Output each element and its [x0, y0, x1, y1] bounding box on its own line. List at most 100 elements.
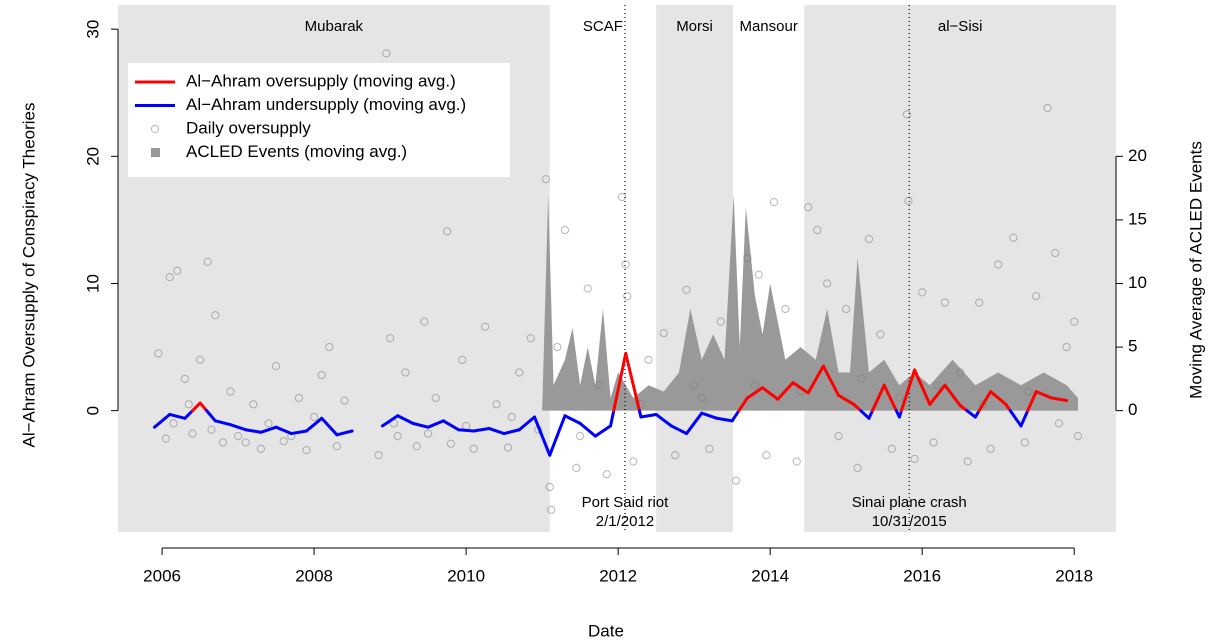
point: [180, 374, 189, 383]
point: [823, 279, 832, 288]
line-segment: [776, 381, 795, 401]
point: [211, 311, 220, 320]
line-segment: [457, 428, 476, 433]
point: [271, 362, 281, 371]
point: [382, 49, 391, 58]
point: [940, 298, 950, 307]
y2-axis-label: Moving Average of ACLED Events: [1186, 141, 1205, 399]
point: [804, 203, 813, 212]
y-tick-label: 30: [83, 20, 102, 39]
point: [895, 393, 904, 403]
y2-tick-label: 5: [1128, 337, 1137, 356]
point: [169, 419, 178, 428]
point: [218, 438, 227, 447]
line-segment: [612, 351, 628, 413]
point: [602, 470, 611, 479]
point: [918, 288, 927, 297]
point: [526, 334, 535, 343]
point: [1043, 103, 1052, 113]
line-segment: [669, 424, 689, 436]
x-tick-label: 2006: [143, 566, 181, 585]
point: [325, 342, 334, 352]
legend: Al−Ahram oversupply (moving avg.) Al−Ahra…: [128, 63, 510, 177]
point: [481, 322, 490, 331]
event-label: Sinai plane crash: [852, 494, 967, 511]
point: [165, 273, 174, 282]
line-segment: [190, 401, 202, 413]
line-segment: [715, 416, 734, 423]
point: [249, 400, 258, 409]
line-segment: [882, 383, 898, 413]
point: [1062, 342, 1071, 352]
line-segment: [289, 429, 309, 436]
line-segment: [335, 429, 354, 437]
point: [207, 425, 216, 434]
area: [542, 194, 1078, 411]
line-segment: [396, 414, 415, 425]
point: [264, 419, 273, 428]
point: [446, 439, 456, 448]
point: [195, 355, 205, 364]
line-segment: [411, 421, 430, 429]
point: [975, 298, 984, 307]
event-label: Port Said riot: [582, 494, 670, 511]
line-segment: [487, 426, 506, 436]
point: [876, 330, 885, 339]
x-tick-label: 2018: [1055, 566, 1093, 585]
event-label: 10/31/2015: [872, 513, 947, 530]
point: [507, 412, 516, 422]
line-segment: [624, 351, 641, 413]
line-segment: [965, 409, 977, 419]
point: [241, 438, 250, 447]
line-segment: [928, 383, 947, 406]
point: [256, 444, 265, 453]
line-segment: [685, 411, 704, 436]
y-tick-label: 0: [83, 406, 102, 415]
point: [492, 400, 501, 409]
x-tick-label: 2016: [903, 566, 941, 585]
x-tick-label: 2010: [447, 566, 485, 585]
line-segment: [228, 423, 248, 432]
line-segment: [870, 383, 886, 413]
line-segment: [791, 381, 810, 395]
point: [1032, 292, 1041, 301]
regime-label: SCAF: [583, 18, 623, 35]
point: [188, 429, 197, 438]
regime-label: al−Sisi: [938, 18, 983, 35]
point: [754, 270, 763, 279]
point: [576, 431, 585, 441]
x-axis-label: Date: [588, 621, 624, 640]
legend-label: ACLED Events (moving avg.): [186, 142, 407, 161]
point: [340, 396, 349, 405]
point: [233, 431, 243, 441]
line-segment: [1049, 396, 1069, 402]
point: [553, 342, 562, 352]
line-segment: [745, 386, 765, 400]
line-segment: [472, 426, 491, 433]
line-segment: [943, 383, 962, 408]
legend-swatch: [151, 148, 160, 157]
point: [154, 349, 163, 358]
line-segment: [737, 396, 749, 413]
line-segment: [168, 412, 187, 420]
point: [393, 431, 402, 441]
point: [690, 381, 699, 390]
regime-label: Mansour: [739, 18, 797, 35]
line-segment: [837, 393, 856, 406]
point: [161, 434, 170, 443]
line-segment: [989, 390, 1008, 406]
point: [374, 451, 383, 460]
point: [503, 443, 513, 452]
line-segment: [517, 415, 537, 432]
point: [978, 400, 988, 409]
point: [545, 482, 554, 492]
y-axis-label: Al−Ahram Oversupply of Conspiracy Theori…: [19, 102, 38, 447]
line-segment: [806, 364, 825, 395]
line-segment: [548, 414, 567, 457]
point: [762, 451, 771, 460]
y2-tick-label: 20: [1128, 146, 1147, 165]
point: [902, 110, 912, 119]
x-tick-label: 2014: [751, 566, 789, 585]
line-segment: [274, 425, 293, 436]
point: [1073, 431, 1083, 441]
